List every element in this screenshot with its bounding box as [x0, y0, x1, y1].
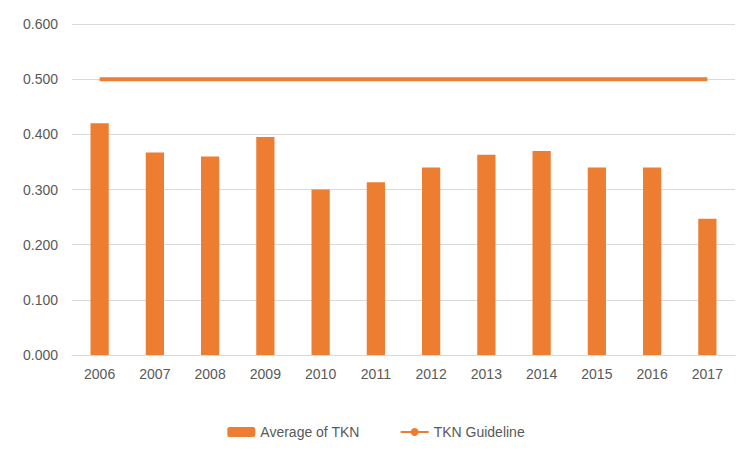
svg-text:2016: 2016 — [637, 366, 668, 382]
svg-text:2011: 2011 — [361, 366, 391, 382]
svg-text:0.000: 0.000 — [23, 347, 58, 363]
svg-text:2010: 2010 — [305, 366, 336, 382]
svg-text:2007: 2007 — [139, 366, 170, 382]
svg-text:0.100: 0.100 — [23, 292, 58, 308]
svg-text:0.500: 0.500 — [23, 71, 58, 87]
svg-text:2017: 2017 — [692, 366, 723, 382]
svg-text:2008: 2008 — [195, 366, 226, 382]
svg-text:2006: 2006 — [84, 366, 115, 382]
svg-text:2012: 2012 — [416, 366, 447, 382]
svg-text:2009: 2009 — [250, 366, 281, 382]
svg-text:Average of TKN: Average of TKN — [260, 424, 359, 440]
svg-text:0.400: 0.400 — [23, 126, 58, 142]
svg-text:TKN Guideline: TKN Guideline — [434, 424, 525, 440]
svg-text:0.600: 0.600 — [23, 16, 58, 32]
svg-text:2015: 2015 — [581, 366, 612, 382]
svg-text:2014: 2014 — [526, 366, 557, 382]
svg-text:0.200: 0.200 — [23, 237, 58, 253]
svg-text:0.300: 0.300 — [23, 182, 58, 198]
svg-text:2013: 2013 — [471, 366, 502, 382]
